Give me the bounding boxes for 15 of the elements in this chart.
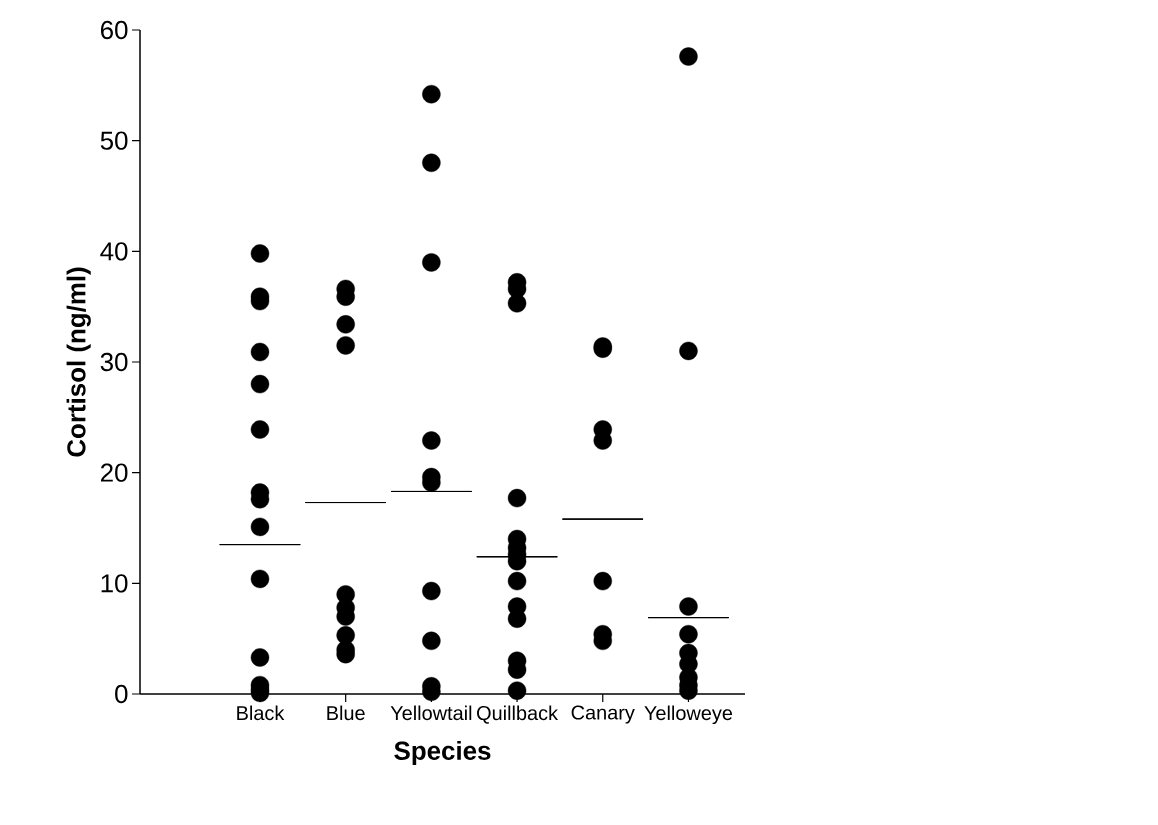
x-tick-label: Black: [237, 705, 285, 721]
y-tick-label: 60: [100, 20, 128, 40]
x-axis-title: Species: [394, 740, 491, 766]
y-axis-title: Cortisol (ng/ml): [66, 267, 91, 457]
x-tick-label: Blue: [327, 705, 365, 721]
x-tick-label: Quillback: [477, 705, 559, 724]
y-tick-label: 30: [100, 352, 128, 372]
y-tick-label: 20: [100, 463, 128, 482]
y-tick-label: 40: [100, 242, 128, 261]
x-tick-label: Canary: [571, 705, 635, 724]
x-tick-label: Yellowtail: [390, 705, 472, 721]
y-tick-label: 50: [100, 131, 128, 150]
y-tick-label: 0: [115, 684, 128, 704]
x-tick-label: Yelloweye: [644, 705, 733, 725]
y-tick-label: 10: [101, 574, 128, 593]
